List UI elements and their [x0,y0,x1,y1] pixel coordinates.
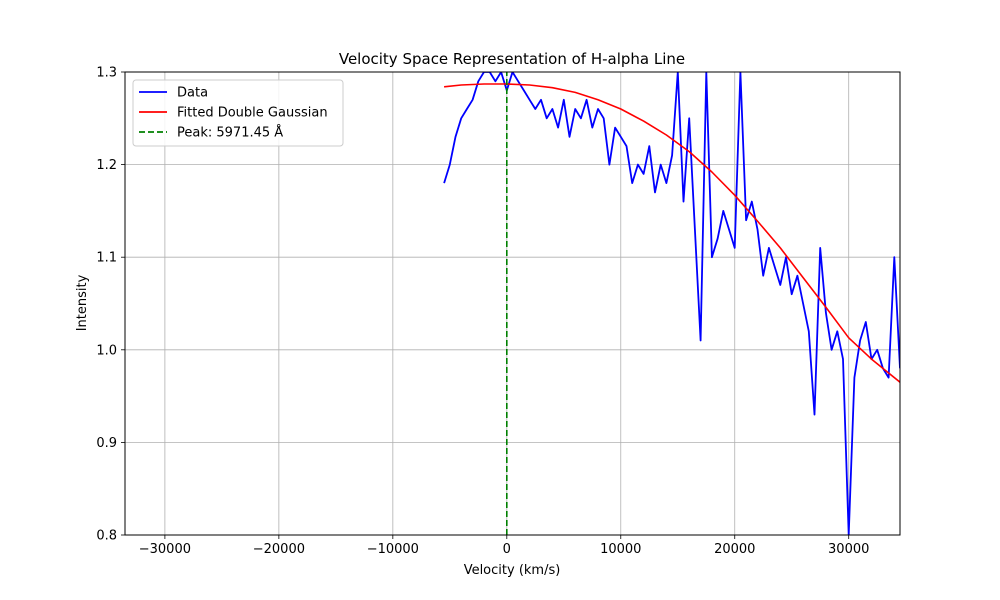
legend-label: Data [177,86,208,101]
x-tick-label: 10000 [600,542,641,557]
series-layer [443,72,900,535]
legend: Data Fitted Double Gaussian Peak: 5971.45 … [132,79,344,147]
x-tick-label: −10000 [367,542,419,557]
y-tick-label: 1.3 [96,66,117,81]
x-tick-label: 0 [503,542,511,557]
y-tick-label: 1.2 [96,158,117,173]
x-axis-label: Velocity (km/s) [464,563,561,578]
legend-label: Peak: 5971.45 Å [177,125,283,141]
legend-label: Fitted Double Gaussian [177,106,328,121]
x-tick-label: −30000 [139,542,191,557]
y-tick-label: 0.9 [96,436,117,451]
y-axis-label: Intensity [75,274,90,331]
x-tick-label: 20000 [714,542,755,557]
y-tick-label: 1.1 [96,251,117,266]
legend-box [132,79,344,147]
fit-series-line [444,83,900,383]
plot-frame [124,71,901,536]
x-tick-label: −20000 [253,542,305,557]
ticks: −30000 −20000 −10000 0 10000 20000 30000 0.8 0.9… [96,66,869,558]
x-tick-label: 30000 [828,542,869,557]
y-tick-label: 0.8 [96,529,117,544]
chart-title: Velocity Space Representation of H-alpha… [339,50,685,68]
y-tick-label: 1.0 [96,343,117,358]
